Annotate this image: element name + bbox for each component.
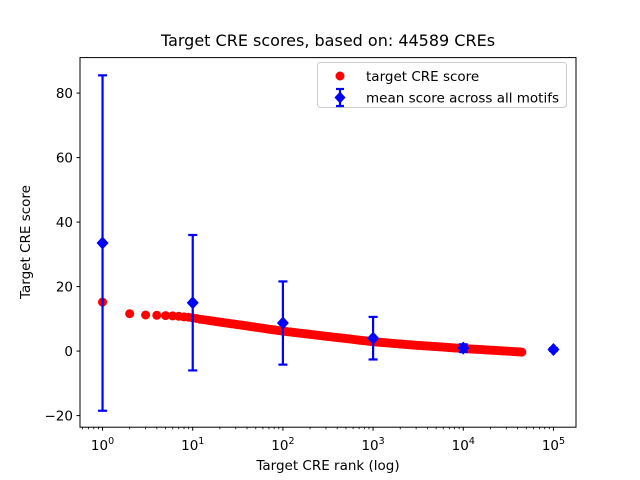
x-tick-label: 102 [271, 436, 294, 454]
target-score-series [98, 297, 527, 357]
mean-diamond-marker [186, 296, 199, 310]
mean-diamond-marker [547, 342, 560, 356]
y-tick-label: 0 [64, 344, 73, 360]
mean-diamond-marker [367, 331, 380, 345]
legend-diamond-marker-icon [334, 91, 346, 104]
x-tick-label: 101 [181, 436, 204, 454]
x-tick-label: 103 [361, 436, 384, 454]
x-axis-label: Target CRE rank (log) [255, 458, 399, 474]
y-tick-label: 40 [56, 215, 73, 231]
y-tick-label: 60 [56, 150, 73, 166]
x-tick-label: 104 [452, 436, 475, 454]
axes-frame [79, 57, 577, 428]
target-score-point [161, 311, 171, 321]
y-tick-label: 20 [56, 279, 73, 295]
target-score-point [517, 347, 527, 357]
x-tick-label: 105 [542, 436, 565, 454]
y-axis-label: Target CRE score [18, 185, 34, 300]
legend-frame [317, 62, 567, 108]
plot-area: 100 101 102 103 104 105 −20 0 20 40 60 80 target CRE… [45, 57, 577, 454]
legend: target CRE score mean score across all mo… [317, 62, 567, 108]
target-score-point [152, 310, 162, 320]
legend-label-target-score: target CRE score [366, 69, 479, 85]
y-tick-label: 80 [56, 86, 73, 102]
y-axis: −20 0 20 40 60 80 [45, 86, 80, 424]
mean-diamond-marker [457, 341, 470, 355]
x-axis: 100 101 102 103 104 105 [82, 427, 565, 454]
mean-errorbar-series [96, 74, 560, 412]
legend-label-mean-score: mean score across all motifs [366, 90, 559, 106]
chart-title: Target CRE scores, based on: 44589 CREs [160, 31, 495, 50]
y-tick-label: −20 [45, 408, 74, 424]
target-score-point [125, 309, 135, 319]
target-score-point [141, 310, 151, 320]
x-tick-label: 100 [91, 436, 114, 454]
mean-diamond-marker [276, 316, 289, 330]
legend-circle-marker-icon [335, 71, 345, 81]
mean-diamond-marker [96, 236, 109, 250]
